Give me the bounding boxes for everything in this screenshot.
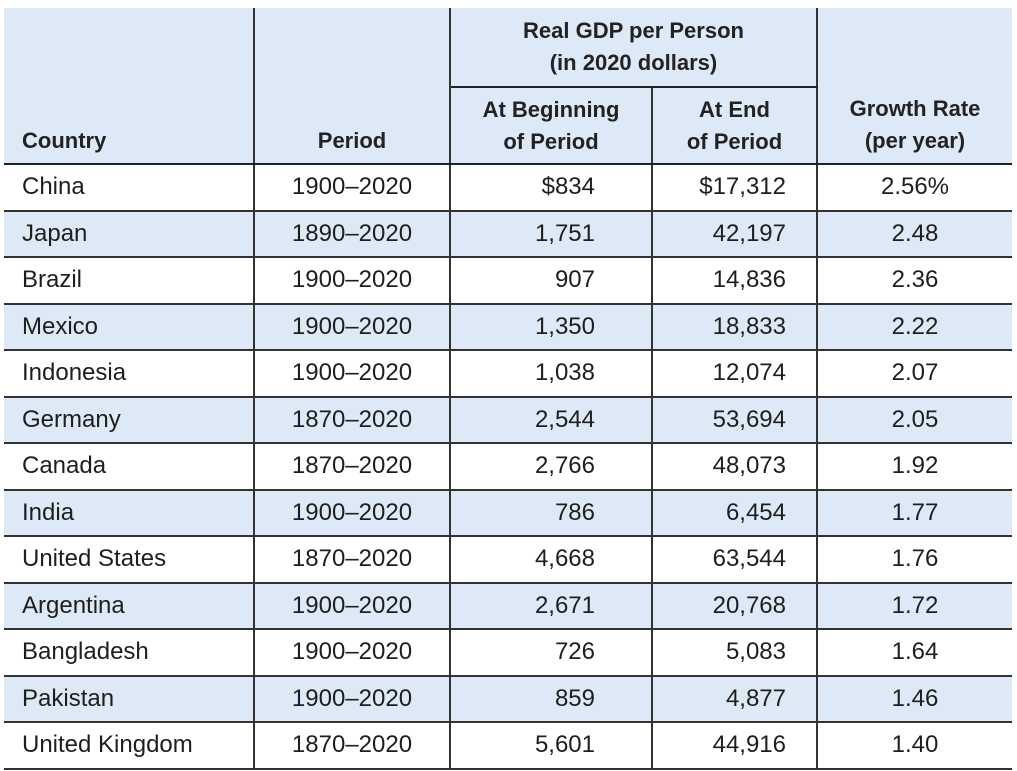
cell-period: 1890–2020 bbox=[254, 210, 451, 258]
table-row: Canada 1870–2020 2,766 48,073 1.92 bbox=[4, 443, 1012, 491]
cell-country: Argentina bbox=[4, 582, 255, 630]
cell-growth: 1.40 bbox=[817, 722, 1012, 770]
header-beginning-line2: of Period bbox=[503, 128, 599, 154]
cell-end: 63,544 bbox=[652, 536, 818, 584]
table-row: India 1900–2020 786 6,454 1.77 bbox=[4, 489, 1012, 537]
cell-country: India bbox=[4, 489, 255, 537]
cell-end: 48,073 bbox=[652, 443, 818, 491]
cell-begin: 4,668 bbox=[450, 536, 653, 584]
cell-period: 1900–2020 bbox=[254, 489, 451, 537]
cell-period: 1870–2020 bbox=[254, 443, 451, 491]
cell-growth: 2.56% bbox=[817, 164, 1012, 212]
header-growth-rate: Growth Rate (per year) bbox=[817, 87, 1012, 165]
cell-country: China bbox=[4, 164, 255, 212]
cell-country: Indonesia bbox=[4, 350, 255, 398]
cell-growth: 1.46 bbox=[817, 675, 1012, 723]
cell-country: Pakistan bbox=[4, 675, 255, 723]
cell-growth: 2.22 bbox=[817, 303, 1012, 351]
header-growth-line2: (per year) bbox=[864, 128, 966, 153]
gdp-table-container: Real GDP per Person (in 2020 dollars) Co… bbox=[4, 8, 1012, 770]
cell-period: 1900–2020 bbox=[254, 582, 451, 630]
table-row: Germany 1870–2020 2,544 53,694 2.05 bbox=[4, 396, 1012, 444]
cell-end: 5,083 bbox=[652, 629, 818, 677]
cell-country: Bangladesh bbox=[4, 629, 255, 677]
cell-begin: 1,751 bbox=[450, 210, 653, 258]
cell-begin: 2,766 bbox=[450, 443, 653, 491]
table-row: Indonesia 1900–2020 1,038 12,074 2.07 bbox=[4, 350, 1012, 398]
cell-growth: 1.72 bbox=[817, 582, 1012, 630]
header-blank-growth bbox=[817, 8, 1012, 87]
header-growth-line1: Growth Rate bbox=[849, 96, 981, 121]
table-row: Pakistan 1900–2020 859 4,877 1.46 bbox=[4, 675, 1012, 723]
cell-begin: 5,601 bbox=[450, 722, 653, 770]
cell-country: Mexico bbox=[4, 303, 255, 351]
cell-period: 1900–2020 bbox=[254, 257, 451, 305]
table-body: China 1900–2020 $834 $17,312 2.56% Japan… bbox=[4, 164, 1012, 770]
gdp-growth-table: Real GDP per Person (in 2020 dollars) Co… bbox=[4, 8, 1012, 770]
cell-begin: 859 bbox=[450, 675, 653, 723]
cell-end: 20,768 bbox=[652, 582, 818, 630]
cell-growth: 1.64 bbox=[817, 629, 1012, 677]
cell-growth: 2.48 bbox=[817, 210, 1012, 258]
header-beginning-line1: At Beginning bbox=[482, 96, 620, 122]
table-row: Brazil 1900–2020 907 14,836 2.36 bbox=[4, 257, 1012, 305]
header-group-real-gdp: Real GDP per Person (in 2020 dollars) bbox=[450, 8, 818, 88]
header-blank-period bbox=[254, 8, 451, 87]
table-row: United States 1870–2020 4,668 63,544 1.7… bbox=[4, 536, 1012, 584]
header-group-line1: Real GDP per Person bbox=[523, 18, 744, 43]
cell-begin: 1,038 bbox=[450, 350, 653, 398]
cell-begin: 2,671 bbox=[450, 582, 653, 630]
cell-end: 18,833 bbox=[652, 303, 818, 351]
table-row: Argentina 1900–2020 2,671 20,768 1.72 bbox=[4, 582, 1012, 630]
table-header: Real GDP per Person (in 2020 dollars) Co… bbox=[4, 8, 1012, 165]
header-beginning: At Beginning of Period bbox=[450, 87, 653, 165]
cell-period: 1870–2020 bbox=[254, 536, 451, 584]
cell-begin: 786 bbox=[450, 489, 653, 537]
cell-country: Brazil bbox=[4, 257, 255, 305]
header-blank-country bbox=[4, 8, 255, 87]
cell-end: 42,197 bbox=[652, 210, 818, 258]
cell-country: United Kingdom bbox=[4, 722, 255, 770]
cell-period: 1900–2020 bbox=[254, 164, 451, 212]
cell-end: 12,074 bbox=[652, 350, 818, 398]
cell-end: 14,836 bbox=[652, 257, 818, 305]
header-period: Period bbox=[254, 87, 451, 165]
cell-growth: 1.92 bbox=[817, 443, 1012, 491]
cell-begin: 2,544 bbox=[450, 396, 653, 444]
table-row: Bangladesh 1900–2020 726 5,083 1.64 bbox=[4, 629, 1012, 677]
cell-period: 1870–2020 bbox=[254, 722, 451, 770]
table-row: Mexico 1900–2020 1,350 18,833 2.22 bbox=[4, 303, 1012, 351]
cell-end: 6,454 bbox=[652, 489, 818, 537]
cell-growth: 1.77 bbox=[817, 489, 1012, 537]
header-end: At End of Period bbox=[652, 87, 818, 165]
cell-begin: 1,350 bbox=[450, 303, 653, 351]
header-country: Country bbox=[4, 87, 255, 165]
header-end-line2: of Period bbox=[686, 128, 783, 154]
cell-end: $17,312 bbox=[652, 164, 818, 212]
cell-begin: 907 bbox=[450, 257, 653, 305]
cell-end: 53,694 bbox=[652, 396, 818, 444]
cell-period: 1900–2020 bbox=[254, 303, 451, 351]
cell-period: 1900–2020 bbox=[254, 629, 451, 677]
cell-growth: 2.07 bbox=[817, 350, 1012, 398]
cell-end: 4,877 bbox=[652, 675, 818, 723]
cell-country: Canada bbox=[4, 443, 255, 491]
table-row: China 1900–2020 $834 $17,312 2.56% bbox=[4, 164, 1012, 212]
table-row: Japan 1890–2020 1,751 42,197 2.48 bbox=[4, 210, 1012, 258]
header-end-line1: At End bbox=[699, 96, 770, 122]
cell-begin: $834 bbox=[450, 164, 653, 212]
cell-country: Germany bbox=[4, 396, 255, 444]
header-group-line2: (in 2020 dollars) bbox=[549, 50, 718, 75]
cell-period: 1870–2020 bbox=[254, 396, 451, 444]
cell-growth: 2.05 bbox=[817, 396, 1012, 444]
cell-growth: 1.76 bbox=[817, 536, 1012, 584]
cell-country: United States bbox=[4, 536, 255, 584]
cell-growth: 2.36 bbox=[817, 257, 1012, 305]
table-row: United Kingdom 1870–2020 5,601 44,916 1.… bbox=[4, 722, 1012, 770]
cell-end: 44,916 bbox=[652, 722, 818, 770]
cell-period: 1900–2020 bbox=[254, 675, 451, 723]
cell-country: Japan bbox=[4, 210, 255, 258]
cell-period: 1900–2020 bbox=[254, 350, 451, 398]
cell-begin: 726 bbox=[450, 629, 653, 677]
